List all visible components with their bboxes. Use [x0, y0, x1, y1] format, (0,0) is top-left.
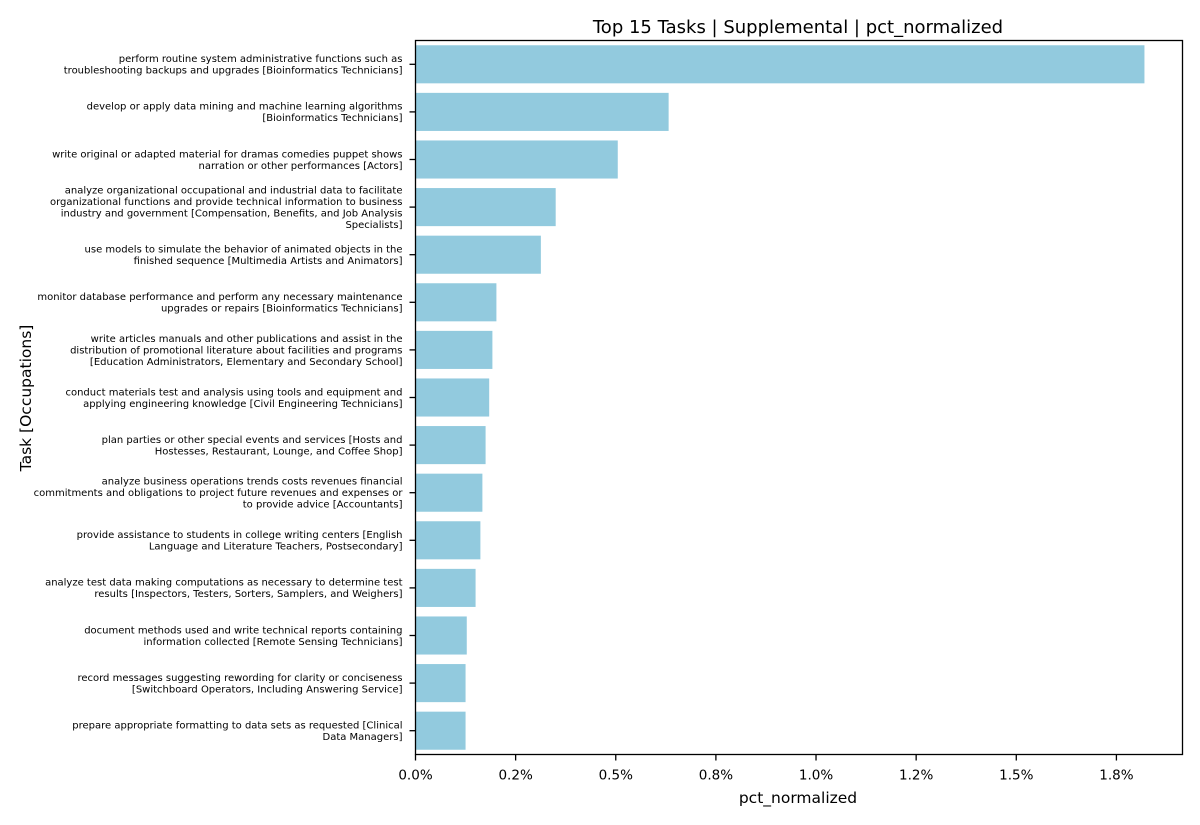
x-tick-label: 1.5% — [999, 768, 1033, 784]
y-tick-label-line: plan parties or other special events and… — [102, 435, 403, 446]
bar — [415, 92, 669, 131]
y-tick-label: write original or adapted material for d… — [52, 149, 402, 172]
y-tick-label: perform routine system administrative fu… — [64, 54, 403, 77]
y-tick-label-line: Hostesses, Restaurant, Lounge, and Coffe… — [155, 446, 403, 457]
bar — [415, 664, 466, 703]
y-tick-label-line: [Education Administrators, Elementary an… — [90, 357, 403, 368]
bar — [415, 188, 556, 227]
y-tick-label-line: Data Managers] — [323, 732, 403, 743]
y-tick-label-line: analyze organizational occupational and … — [65, 185, 403, 196]
bar — [415, 711, 466, 750]
x-tick-label: 0.0% — [398, 768, 432, 784]
y-tick-label-line: record messages suggesting rewording for… — [77, 673, 402, 684]
x-axis-ticks: 0.0% 0.2% 0.5% 0.8% 1.0% 1.2% 1.5% 1.8% — [398, 754, 1134, 784]
y-tick-label-line: narration or other performances [Actors] — [199, 161, 403, 172]
y-tick-label-line: organizational functions and provide tec… — [50, 197, 403, 208]
y-tick-label-line: monitor database performance and perform… — [37, 292, 402, 303]
y-tick-label-line: analyze test data making computations as… — [45, 578, 403, 589]
x-tick-label: 1.0% — [799, 768, 833, 784]
y-tick-label-line: commitments and obligations to project f… — [34, 488, 404, 499]
y-tick-label-line: distribution of promotional literature a… — [70, 345, 402, 356]
x-tick-label: 0.2% — [498, 768, 532, 784]
bar — [415, 568, 476, 607]
bars-layer — [415, 45, 1145, 750]
x-tick-label: 0.5% — [599, 768, 633, 784]
bar — [415, 378, 490, 417]
bar — [415, 426, 486, 465]
y-tick-label-line: perform routine system administrative fu… — [119, 54, 403, 65]
x-tick-label: 1.8% — [1099, 768, 1133, 784]
y-tick-label: analyze organizational occupational and … — [50, 185, 403, 231]
y-tick-label: prepare appropriate formatting to data s… — [72, 720, 402, 743]
y-axis-label: Task [Occupations] — [17, 325, 35, 473]
y-tick-label: conduct materials test and analysis usin… — [65, 387, 402, 410]
y-tick-label-line: upgrades or repairs [Bioinformatics Tech… — [161, 304, 403, 315]
y-tick-label-line: [Bioinformatics Technicians] — [262, 113, 402, 124]
y-tick-label: monitor database performance and perform… — [37, 292, 402, 315]
y-tick-label: document methods used and write technica… — [84, 625, 402, 648]
y-tick-label-line: results [Inspectors, Testers, Sorters, S… — [94, 589, 402, 600]
y-tick-label: write articles manuals and other publica… — [70, 334, 403, 368]
y-tick-label-line: analyze business operations trends costs… — [102, 477, 403, 488]
bar — [415, 616, 467, 655]
bar — [415, 140, 618, 179]
y-tick-label: use models to simulate the behavior of a… — [85, 244, 403, 267]
y-tick-label-line: information collected [Remote Sensing Te… — [143, 637, 402, 648]
y-tick-label-line: industry and government [Compensation, B… — [61, 208, 403, 219]
bar — [415, 330, 493, 369]
bar — [415, 521, 481, 560]
x-tick-label: 0.8% — [699, 768, 733, 784]
y-tick-label-line: conduct materials test and analysis usin… — [65, 387, 402, 398]
y-tick-label: provide assistance to students in colleg… — [77, 530, 403, 553]
y-tick-label: record messages suggesting rewording for… — [77, 673, 402, 696]
y-tick-label: analyze business operations trends costs… — [34, 477, 404, 511]
chart-title: Top 15 Tasks | Supplemental | pct_normal… — [592, 17, 1003, 38]
y-tick-label: analyze test data making computations as… — [45, 578, 403, 601]
y-tick-label: plan parties or other special events and… — [102, 435, 403, 458]
y-tick-label-line: develop or apply data mining and machine… — [87, 102, 403, 113]
y-tick-label-line: Language and Literature Teachers, Postse… — [149, 542, 403, 553]
x-axis-label: pct_normalized — [739, 789, 857, 808]
bar — [415, 45, 1145, 84]
y-tick-label-line: prepare appropriate formatting to data s… — [72, 720, 402, 731]
y-axis-ticks: perform routine system administrative fu… — [34, 54, 416, 743]
x-tick-label: 1.2% — [899, 768, 933, 784]
y-tick-label-line: use models to simulate the behavior of a… — [85, 244, 403, 255]
y-tick-label-line: write original or adapted material for d… — [52, 149, 402, 160]
bar — [415, 235, 541, 274]
y-tick-label-line: applying engineering knowledge [Civil En… — [83, 399, 403, 410]
y-tick-label-line: Specialists] — [345, 220, 402, 231]
y-tick-label-line: to provide advice [Accountants] — [243, 500, 403, 511]
y-tick-label-line: finished sequence [Multimedia Artists an… — [134, 256, 403, 267]
y-tick-label-line: [Switchboard Operators, Including Answer… — [132, 684, 403, 695]
bar — [415, 473, 483, 512]
bar — [415, 283, 497, 322]
y-tick-label-line: document methods used and write technica… — [84, 625, 402, 636]
y-tick-label-line: provide assistance to students in colleg… — [77, 530, 403, 541]
y-tick-label-line: troubleshooting backups and upgrades [Bi… — [64, 66, 403, 77]
y-tick-label: develop or apply data mining and machine… — [87, 102, 403, 125]
y-tick-label-line: write articles manuals and other publica… — [91, 334, 403, 345]
